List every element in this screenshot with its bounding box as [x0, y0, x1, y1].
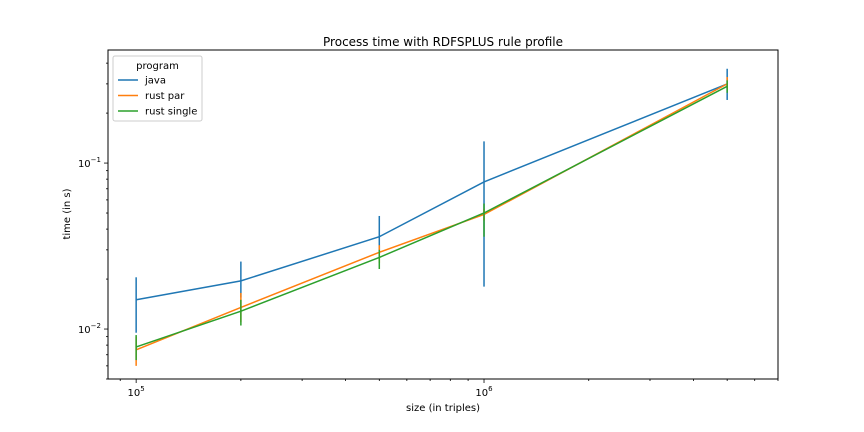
legend: program java rust par rust single: [112, 55, 203, 122]
legend-box: [112, 55, 203, 122]
series-line-rust-single: [135, 85, 728, 348]
x-tick-label: 106: [475, 385, 493, 399]
y-axis: 10−2 10−1: [78, 62, 108, 380]
y-tick-label: 10−1: [78, 156, 101, 170]
x-axis-label: size (in triples): [406, 403, 480, 414]
legend-label: java: [144, 76, 166, 87]
x-tick-label: 105: [128, 385, 145, 399]
y-tick-label: 10−2: [78, 322, 101, 336]
chart-title: Process time with RDFSPLUS rule profile: [323, 35, 563, 49]
plot-frame: [107, 49, 779, 380]
series-line-java: [136, 83, 728, 301]
x-axis: 105 106: [119, 379, 779, 399]
plot-area: [135, 68, 728, 366]
y-axis-label: time (in s): [62, 188, 73, 239]
legend-title: program: [136, 61, 179, 72]
legend-label: rust single: [145, 107, 197, 118]
legend-label: rust par: [145, 91, 185, 102]
